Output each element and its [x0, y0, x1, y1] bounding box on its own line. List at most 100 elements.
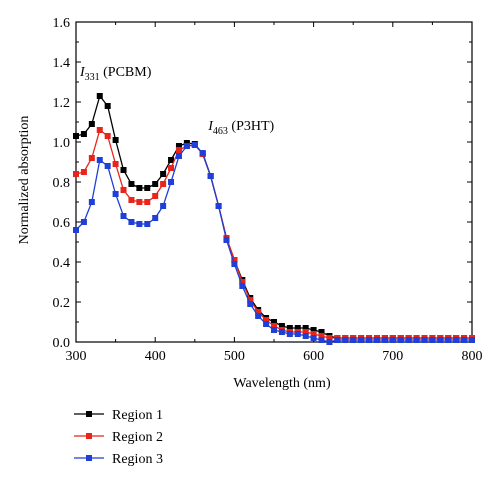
x-tick-label: 500: [224, 349, 245, 364]
data-point: [88, 199, 95, 205]
legend-marker: [86, 455, 92, 461]
data-point: [271, 323, 277, 329]
data-point: [310, 327, 317, 333]
y-tick-label: 1.2: [53, 96, 71, 111]
ticks: 300 400 500 600 700 800 0.0 0.2 0.4 0.6 0.8 1.0 1.2 1…: [53, 16, 483, 364]
data-point: [175, 143, 182, 149]
data-point: [461, 337, 468, 343]
y-tick-label: 0.0: [53, 336, 71, 351]
data-point: [413, 337, 420, 343]
data-point: [255, 313, 262, 319]
data-point: [104, 163, 111, 169]
data-point: [263, 321, 270, 327]
x-axis-title: Wavelength (nm): [233, 376, 331, 391]
data-point: [191, 142, 198, 148]
series-line: [75, 144, 472, 343]
data-point: [144, 199, 151, 205]
data-point: [318, 333, 325, 339]
data-point: [326, 335, 333, 341]
data-point: [168, 165, 175, 171]
data-point: [136, 185, 143, 191]
data-point: [437, 337, 444, 343]
data-point: [366, 337, 373, 343]
data-point: [326, 339, 333, 345]
data-point: [310, 335, 317, 341]
data-point: [160, 171, 167, 177]
data-point: [397, 337, 404, 343]
data-point: [373, 337, 380, 343]
data-point: [160, 181, 167, 187]
x-tick-label: 300: [66, 349, 87, 364]
data-point: [255, 309, 262, 315]
data-point: [144, 185, 151, 191]
y-tick-label: 0.8: [53, 176, 71, 191]
y-tick-label: 1.6: [53, 16, 71, 31]
data-point: [247, 297, 254, 303]
data-point: [104, 133, 111, 139]
series-region-2: [73, 127, 475, 341]
data-point: [136, 221, 143, 227]
data-point: [80, 169, 87, 175]
legend-marker: [86, 411, 92, 417]
legend-item: Region 1: [74, 408, 163, 423]
data-point: [207, 173, 214, 179]
y-tick-label: 0.4: [53, 256, 71, 271]
legend-item: Region 3: [74, 452, 163, 467]
data-point: [310, 331, 317, 337]
data-point: [160, 203, 167, 209]
data-point: [389, 337, 396, 343]
data-point: [421, 337, 428, 343]
legend-label: Region 3: [112, 452, 163, 467]
x-tick-label: 800: [462, 349, 483, 364]
data-point: [73, 171, 79, 177]
series-group: [73, 93, 475, 345]
data-point: [286, 325, 293, 331]
data-point: [128, 219, 135, 225]
data-point: [405, 337, 412, 343]
data-point: [223, 237, 230, 243]
data-point: [231, 257, 238, 263]
data-point: [302, 333, 309, 339]
data-point: [96, 93, 103, 99]
data-point: [152, 215, 159, 221]
data-point: [96, 127, 103, 133]
data-point: [239, 283, 246, 289]
data-point: [168, 179, 175, 185]
data-point: [112, 137, 119, 143]
data-point: [144, 221, 151, 227]
data-point: [278, 329, 285, 335]
data-point: [239, 279, 246, 285]
data-point: [104, 103, 111, 109]
data-point: [271, 327, 277, 333]
data-point: [271, 319, 277, 325]
data-point: [199, 150, 206, 156]
data-point: [112, 191, 119, 197]
data-point: [73, 133, 79, 139]
series-line: [75, 128, 472, 339]
legend-item: Region 2: [74, 430, 163, 445]
data-point: [152, 181, 159, 187]
data-point: [80, 219, 87, 225]
x-tick-label: 700: [382, 349, 403, 364]
data-point: [247, 301, 254, 307]
data-point: [453, 337, 460, 343]
x-tick-label: 400: [145, 349, 166, 364]
data-point: [120, 187, 127, 193]
data-point: [175, 147, 182, 153]
data-point: [278, 323, 285, 329]
y-tick-label: 1.0: [53, 136, 71, 151]
data-point: [136, 199, 143, 205]
data-point: [342, 337, 349, 343]
data-point: [302, 325, 309, 331]
data-point: [168, 157, 175, 163]
data-point: [73, 227, 79, 233]
data-point: [350, 337, 357, 343]
data-point: [469, 337, 475, 343]
data-point: [334, 337, 341, 343]
data-point: [152, 193, 159, 199]
annotation-463: I463 (P3HT): [207, 119, 274, 137]
data-point: [88, 121, 95, 127]
x-tick-label: 600: [303, 349, 324, 364]
legend: Region 1 Region 2 Region 3: [74, 408, 163, 467]
data-point: [302, 329, 309, 335]
